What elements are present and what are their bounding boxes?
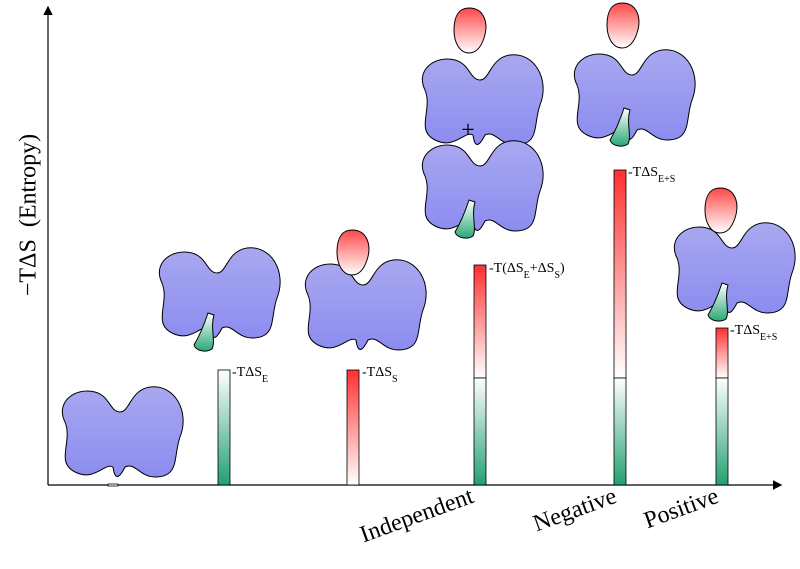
- bar-label: -T(ΔSE+ΔSS): [489, 261, 565, 281]
- plus-sign: +: [461, 118, 475, 144]
- x-label: Negative: [530, 483, 620, 537]
- y-axis-label: −TΔS (Entropy): [16, 134, 42, 296]
- bar-label: -TΔSE+S: [730, 323, 777, 343]
- enzyme-positive: [673, 187, 796, 322]
- x-label: Independent: [357, 483, 478, 548]
- bars: [107, 169, 729, 487]
- enzyme-s: [304, 229, 427, 351]
- enzyme-e: [158, 247, 281, 352]
- enzyme-independent: [421, 7, 544, 239]
- x-label: Positive: [640, 483, 722, 534]
- bar-label: -TΔSE+S: [628, 165, 675, 185]
- bar-label: -TΔSS: [362, 365, 398, 385]
- bar-label: -TΔSE: [232, 365, 268, 385]
- enzyme-negative: [573, 2, 696, 147]
- enzyme-free: [61, 386, 184, 478]
